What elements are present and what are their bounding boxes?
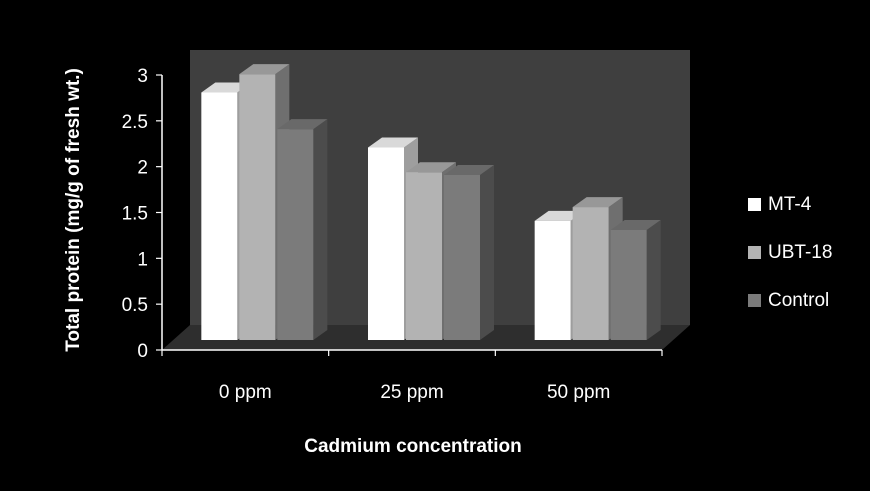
bar-side-face bbox=[480, 165, 494, 340]
bar-top-face bbox=[239, 64, 290, 75]
bar-front-face bbox=[572, 207, 609, 340]
bar-front-face bbox=[368, 147, 404, 340]
y-tick-label: 2.5 bbox=[122, 112, 148, 133]
bar-top-face bbox=[201, 82, 252, 93]
bar-front-face bbox=[406, 172, 442, 340]
x-axis-title: Cadmium concentration bbox=[304, 436, 521, 457]
bar-front-face bbox=[201, 92, 238, 340]
bar-front-face bbox=[534, 220, 571, 340]
bar-top-face bbox=[406, 162, 456, 173]
legend-item-control: Control bbox=[748, 290, 829, 311]
bar-top-face bbox=[610, 220, 661, 230]
legend-item-ubt-18: UBT-18 bbox=[748, 242, 832, 263]
y-tick-label: 2 bbox=[137, 158, 148, 179]
bar-top-face bbox=[368, 137, 418, 148]
x-tick-label-50-ppm: 50 ppm bbox=[547, 382, 610, 403]
bar-front-face bbox=[277, 129, 314, 340]
bar-top-face bbox=[444, 165, 494, 175]
bar-top-face bbox=[534, 210, 585, 221]
y-tick-label: 1 bbox=[137, 249, 148, 270]
y-tick-label: 3 bbox=[137, 66, 148, 87]
legend-label: Control bbox=[768, 290, 829, 311]
bars bbox=[201, 64, 661, 341]
x-tick-label-25-ppm: 25 ppm bbox=[380, 382, 443, 403]
legend-swatch bbox=[748, 198, 761, 211]
bar-front-face bbox=[610, 230, 647, 340]
y-axis-title: Total protein (mg/g of fresh wt.) bbox=[63, 68, 84, 352]
legend: MT-4 UBT-18 Control bbox=[748, 194, 832, 311]
x-tick-label-0-ppm: 0 ppm bbox=[219, 382, 272, 403]
y-tick-label: 0.5 bbox=[122, 295, 148, 316]
y-tick-label: 0 bbox=[137, 341, 148, 362]
bar-front-face bbox=[444, 175, 480, 340]
legend-swatch bbox=[748, 294, 761, 307]
bar-front-face bbox=[239, 74, 276, 341]
bar-top-face bbox=[572, 197, 623, 208]
bar-control-0-ppm bbox=[277, 119, 328, 341]
bar-control-50-ppm bbox=[610, 220, 661, 340]
bar-side-face bbox=[313, 119, 328, 341]
legend-label: MT-4 bbox=[768, 194, 812, 215]
bar-side-face bbox=[646, 220, 661, 340]
bar-control-25-ppm bbox=[444, 165, 494, 340]
legend-item-mt-4: MT-4 bbox=[748, 194, 812, 215]
x-ticks: 0 ppm 25 ppm 50 ppm bbox=[161, 350, 663, 403]
legend-swatch bbox=[748, 246, 761, 259]
legend-label: UBT-18 bbox=[768, 242, 832, 263]
y-tick-label: 1.5 bbox=[122, 204, 148, 225]
y-ticks: 0 0.5 1 1.5 2 2.5 3 bbox=[122, 66, 162, 362]
bar-top-face bbox=[277, 119, 328, 130]
